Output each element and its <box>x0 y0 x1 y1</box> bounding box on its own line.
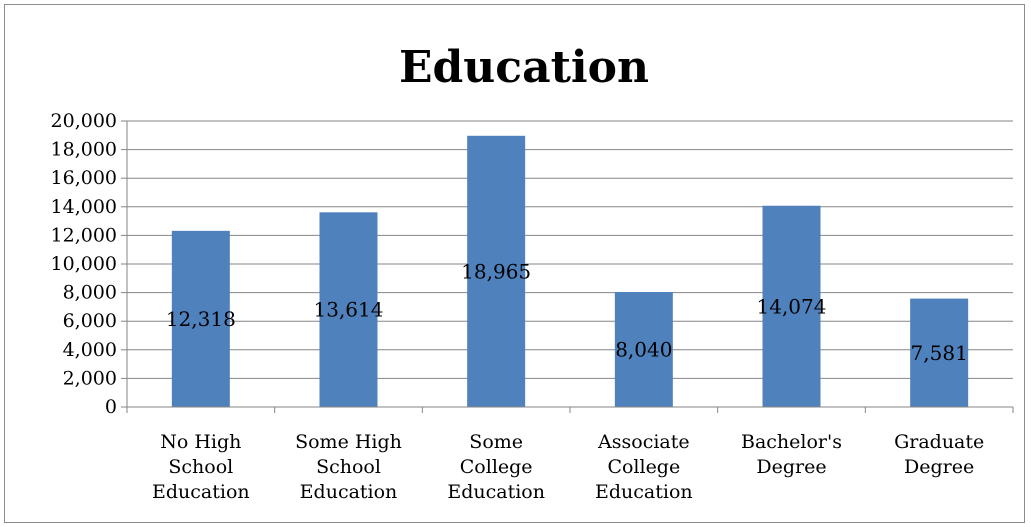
data-label-2: 18,965 <box>461 259 531 283</box>
y-tick-label-7: 14,000 <box>51 196 117 218</box>
bar-3 <box>614 292 673 407</box>
y-tick-label-0: 0 <box>105 396 117 418</box>
y-tick-label-2: 4,000 <box>63 339 117 361</box>
data-label-5: 7,581 <box>911 341 968 365</box>
x-axis-categories: No High School Education Some High School Edu… <box>152 431 984 503</box>
chart-title: Education <box>399 42 649 93</box>
data-label-0: 12,318 <box>166 307 236 331</box>
bar-5 <box>910 298 969 407</box>
x-category-label-1: Some High School Education <box>295 431 402 503</box>
data-label-1: 13,614 <box>314 298 384 322</box>
y-tick-label-4: 8,000 <box>63 282 117 304</box>
bars <box>171 135 969 407</box>
y-tick-label-8: 16,000 <box>51 167 117 189</box>
y-tick-label-10: 20,000 <box>51 110 117 132</box>
y-tick-label-9: 18,000 <box>51 139 117 161</box>
y-tick-label-6: 12,000 <box>51 224 117 246</box>
bar-0 <box>171 230 230 407</box>
y-tick-label-1: 2,000 <box>63 367 117 389</box>
gridlines <box>127 120 1013 379</box>
x-category-label-3: Associate College Education <box>595 431 693 503</box>
y-tick-label-3: 6,000 <box>63 310 117 332</box>
x-category-label-2: Some College Education <box>447 431 545 503</box>
y-tick-label-5: 10,000 <box>51 253 117 275</box>
data-label-4: 14,074 <box>757 294 827 318</box>
x-category-label-5: Graduate Degree <box>894 431 984 478</box>
x-category-label-0: No High School Education <box>152 431 250 503</box>
y-axis-ticks: 0 2,000 4,000 6,000 8,000 10,000 12,000 14,000 1… <box>51 110 117 418</box>
data-labels: 12,318 13,614 18,965 8,040 14,074 7,581 <box>166 259 968 364</box>
bar-4 <box>762 205 821 407</box>
bar-1 <box>319 212 378 407</box>
bar-2 <box>467 135 526 407</box>
axes <box>121 120 1014 413</box>
x-category-label-4: Bachelor's Degree <box>741 431 842 478</box>
data-label-3: 8,040 <box>615 338 672 362</box>
